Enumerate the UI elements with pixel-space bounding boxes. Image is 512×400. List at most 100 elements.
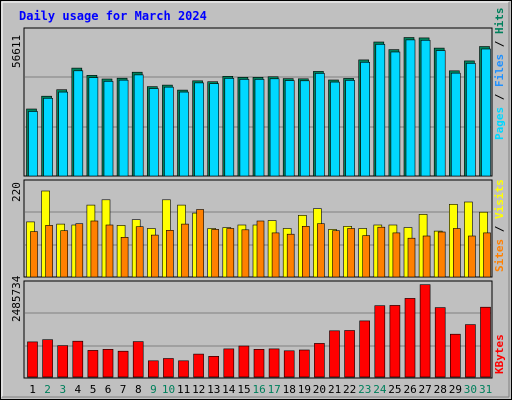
day-label: 13 [207, 383, 220, 396]
pages-bar [73, 70, 84, 177]
hits-axis-max-label: 56611 [10, 35, 23, 68]
kbytes-bar [178, 360, 189, 378]
day-label: 28 [434, 383, 447, 396]
legend-visits: Visits [493, 179, 506, 219]
day-label: 23 [358, 383, 371, 396]
day-label: 7 [120, 383, 127, 396]
kbytes-bar [72, 340, 84, 378]
pages-bar [360, 61, 371, 177]
kbytes-bar [223, 348, 235, 378]
day-label: 5 [90, 383, 97, 396]
sites-bar [483, 232, 491, 278]
sites-bar [422, 235, 431, 278]
pages-bar [405, 39, 416, 177]
day-label: 25 [388, 383, 401, 396]
sites-bar [452, 228, 461, 278]
kbytes-bar [27, 341, 38, 378]
day-label: 27 [418, 383, 431, 396]
kbytes-bar [449, 333, 461, 378]
kbytes-bar [148, 360, 159, 378]
visits-axis-max-label: 220 [10, 182, 23, 202]
kbytes-bar [208, 355, 219, 378]
pages-bar [299, 80, 310, 177]
day-label: 1 [29, 383, 36, 396]
kbytes-bar [298, 349, 310, 378]
legend-pages: Pages [493, 107, 506, 140]
sites-bar [377, 226, 386, 278]
legend-sites: Sites [493, 239, 506, 272]
kbytes-bar [283, 350, 295, 378]
sites-bar [241, 229, 250, 278]
day-label: 16 [252, 383, 265, 396]
sites-bar [75, 223, 84, 278]
sites-bar [407, 237, 416, 278]
day-label: 6 [105, 383, 112, 396]
kbytes-bar [404, 298, 416, 378]
sites-bar [437, 231, 446, 278]
kbytes-bar [465, 324, 476, 378]
sites-bar [392, 232, 401, 278]
sites-bar [135, 226, 144, 278]
kbytes-bar [314, 343, 325, 378]
pages-bar [224, 78, 235, 177]
sites-bar [60, 230, 69, 278]
sites-bar [286, 233, 295, 278]
kbytes-bar [132, 341, 144, 378]
pages-bar [254, 79, 265, 177]
sites-bar [120, 237, 129, 278]
hits-legend: Pages / Files / Hits [493, 8, 506, 141]
day-label: 9 [150, 383, 157, 396]
pages-bar [88, 77, 99, 177]
kbytes-bar [238, 345, 250, 378]
day-label: 29 [449, 383, 462, 396]
pages-bar [269, 78, 280, 177]
pages-bar [133, 74, 144, 177]
sites-bar [105, 224, 114, 278]
sites-bar [468, 235, 476, 278]
day-label: 26 [403, 383, 416, 396]
sites-bar [181, 223, 189, 278]
chart-title: Daily usage for March 2024 [19, 9, 207, 23]
pages-bar [284, 80, 295, 177]
hits-pages-panel: 56611 Pages / Files / Hits [10, 8, 506, 177]
pages-bar [28, 111, 38, 177]
kbytes-bar [434, 307, 446, 378]
day-label: 15 [237, 383, 250, 396]
pages-bar [194, 82, 204, 177]
legend-files: Files [493, 54, 506, 87]
day-label: 4 [74, 383, 81, 396]
sites-bar [271, 232, 280, 278]
kbytes-bar [102, 348, 114, 378]
kbytes-bar [374, 305, 386, 378]
day-label: 17 [268, 383, 281, 396]
day-label: 19 [298, 383, 311, 396]
sites-bar [90, 220, 99, 278]
kbytes-panel: 2485734 KBytes [10, 275, 506, 379]
sites-bar [332, 230, 340, 278]
day-label: 22 [343, 383, 356, 396]
kbytes-bar [57, 345, 69, 378]
sites-bar [196, 209, 204, 278]
legend-kbytes: KBytes [493, 334, 506, 374]
pages-bar [420, 39, 431, 177]
pages-bar [118, 79, 129, 177]
visits-legend: Sites / Visits [493, 179, 506, 272]
day-label: 18 [283, 383, 296, 396]
day-label: 14 [222, 383, 236, 396]
kbytes-bar [87, 350, 99, 378]
sites-bar [166, 230, 174, 278]
legend-sep: / [493, 87, 506, 107]
legend-hits: Hits [493, 8, 506, 35]
pages-bar [58, 91, 69, 177]
pages-bar [239, 79, 250, 177]
sites-bar [226, 228, 235, 278]
pages-bar [103, 81, 114, 177]
day-axis-labels: 1 2 3 4 5 6 7 8 9 10 11 12 13 14 15 16 17 18 19 20 21 22 23 24 2… [29, 383, 492, 396]
pages-bar [345, 80, 355, 177]
day-label: 8 [135, 383, 142, 396]
legend-sep: / [493, 34, 506, 54]
sites-bar [45, 225, 53, 278]
sites-bar [347, 228, 355, 278]
visits-sites-panel: 220 Sites / Visits [10, 179, 506, 278]
